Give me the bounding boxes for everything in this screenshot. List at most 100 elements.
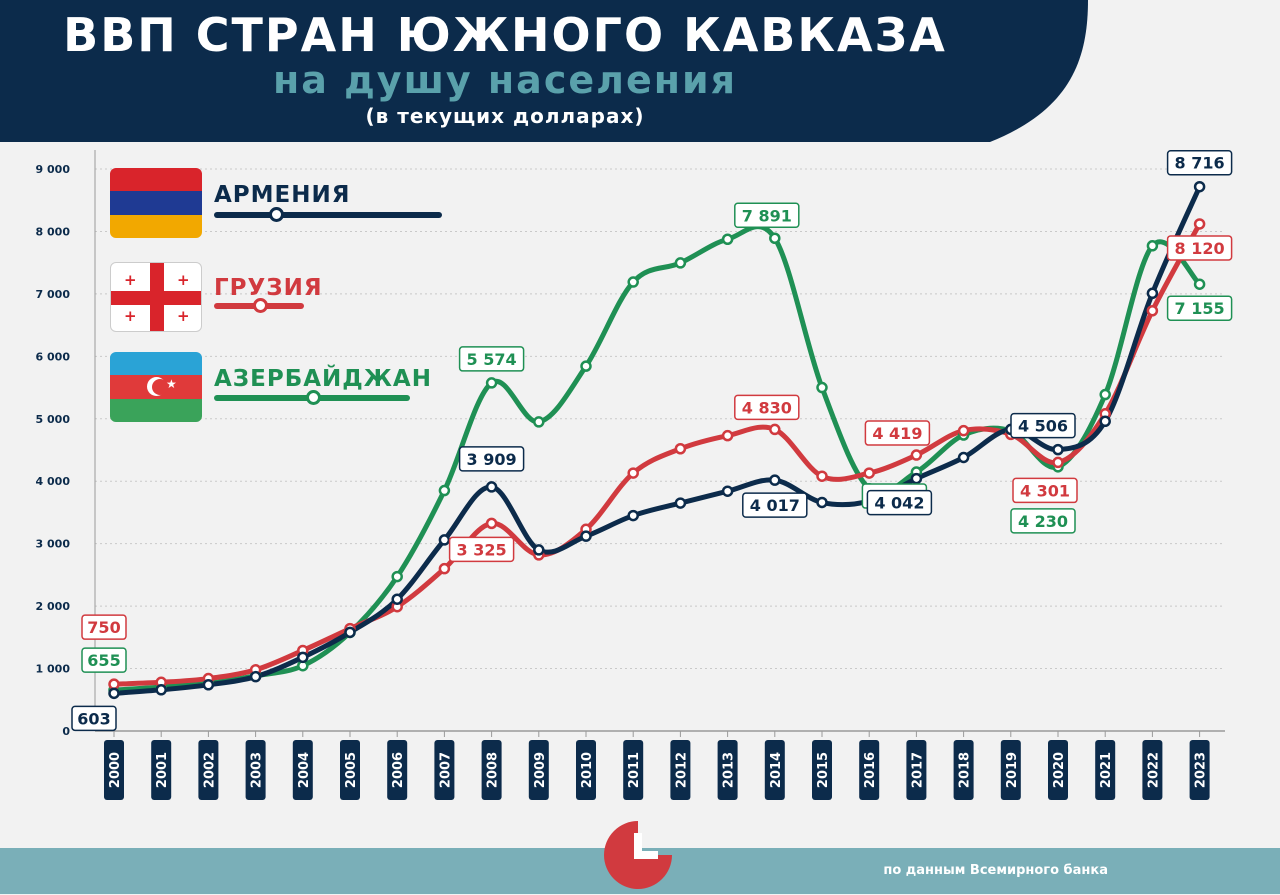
x-tick-box xyxy=(859,740,880,800)
x-tick-label: 2021 xyxy=(1095,740,1116,800)
x-tick-text: 2014 xyxy=(769,752,784,788)
data-label-text: 8 716 xyxy=(1175,154,1225,173)
data-label-text: 4 301 xyxy=(1020,481,1070,500)
x-tick-box xyxy=(576,740,596,800)
data-point-azerbaijan xyxy=(721,233,734,245)
data-point-azerbaijan xyxy=(485,377,498,389)
x-tick-box xyxy=(481,740,502,800)
legend-marker-armenia xyxy=(269,207,284,222)
x-tick-text: 2017 xyxy=(910,752,925,788)
data-label-text: 3 325 xyxy=(457,540,507,559)
y-tick-label: 1 000 xyxy=(36,663,71,676)
data-point-georgia xyxy=(816,470,828,482)
data-label-armenia: 8 716 xyxy=(1166,149,1233,176)
x-tick-text: 2019 xyxy=(1005,752,1020,788)
y-tick-label: 8 000 xyxy=(36,225,71,238)
x-tick-label: 2005 xyxy=(340,740,360,800)
data-label-azerbaijan: 5 574 xyxy=(458,346,525,372)
x-tick-text: 2012 xyxy=(674,752,689,788)
page-subtitle: на душу населения xyxy=(272,58,738,102)
data-label-box xyxy=(742,492,808,518)
data-point-armenia xyxy=(249,670,262,683)
x-tick-label: 2007 xyxy=(434,740,455,800)
x-tick-text: 2015 xyxy=(816,752,831,788)
data-point-armenia xyxy=(721,485,734,497)
data-label-text: 655 xyxy=(87,651,120,670)
data-label-text: 7 891 xyxy=(742,206,792,225)
data-point-armenia xyxy=(438,534,451,546)
data-point-armenia xyxy=(533,544,545,556)
y-tick-label: 9 000 xyxy=(36,163,71,176)
data-label-box xyxy=(448,536,515,563)
x-tick-text: 2023 xyxy=(1194,752,1209,788)
x-tick-text: 2002 xyxy=(202,752,217,788)
x-tick-text: 2006 xyxy=(391,752,406,788)
x-tick-text: 2000 xyxy=(108,752,123,788)
data-label-azerbaijan: 7 891 xyxy=(734,202,800,229)
data-point-azerbaijan xyxy=(1146,240,1159,252)
data-point-armenia xyxy=(108,687,120,700)
data-label-georgia: 750 xyxy=(81,614,127,640)
x-tick-label: 2011 xyxy=(623,740,644,800)
source-note: по данным Всемирного банка xyxy=(883,863,1108,878)
x-tick-label: 2004 xyxy=(292,740,313,800)
y-tick-label: 0 xyxy=(62,725,70,738)
units-note: (в текущих долларах) xyxy=(365,104,645,128)
x-tick-label: 2017 xyxy=(906,740,927,800)
data-label-georgia: 3 325 xyxy=(448,536,515,563)
x-tick-box xyxy=(292,740,313,800)
data-label-text: 4 042 xyxy=(874,494,924,513)
x-tick-label: 2000 xyxy=(104,740,124,800)
legend-label-georgia: ГРУЗИЯ xyxy=(214,275,323,301)
x-tick-text: 2009 xyxy=(533,752,548,788)
x-tick-text: 2013 xyxy=(722,752,737,788)
data-point-azerbaijan xyxy=(769,232,781,245)
x-tick-text: 2004 xyxy=(297,752,312,788)
data-point-armenia xyxy=(391,593,403,605)
data-point-azerbaijan xyxy=(816,381,828,394)
data-label-box xyxy=(71,705,117,732)
x-axis: 2000 2001 2002 2003 2004 2005 2006 2007 2008 2009… xyxy=(95,730,1225,800)
legend-label-armenia: АРМЕНИЯ xyxy=(214,182,351,208)
data-point-georgia xyxy=(627,467,639,479)
data-label-box xyxy=(1166,295,1233,321)
data-point-armenia xyxy=(1193,180,1206,193)
data-point-armenia xyxy=(1052,443,1064,456)
data-point-azerbaijan xyxy=(580,360,592,372)
data-label-georgia: 4 830 xyxy=(734,394,800,421)
y-tick-label: 3 000 xyxy=(36,538,71,551)
data-label-text: 4 506 xyxy=(1018,417,1068,436)
x-tick-label: 2003 xyxy=(245,740,266,800)
data-label-text: 7 155 xyxy=(1175,299,1225,318)
data-labels: 750 655 603 5 574 3 909 3 325 7 891 4 830 4 017 4… xyxy=(71,149,1233,732)
armenia-flag-icon xyxy=(110,168,202,238)
data-label-azerbaijan: 4 230 xyxy=(1010,508,1076,534)
x-tick-box xyxy=(1095,740,1116,800)
brand-logo-icon xyxy=(604,821,672,889)
data-point-azerbaijan xyxy=(438,484,451,497)
data-label-georgia: 4 301 xyxy=(1012,477,1078,504)
data-label-box xyxy=(1166,235,1233,261)
x-tick-label: 2022 xyxy=(1142,740,1163,800)
data-point-armenia xyxy=(580,530,592,542)
data-point-armenia xyxy=(202,679,215,691)
y-tick-label: 7 000 xyxy=(36,288,71,301)
page-title: ВВП СТРАН ЮЖНОГО КАВКАЗА xyxy=(63,8,947,62)
x-tick-label: 2001 xyxy=(151,740,172,800)
x-tick-box xyxy=(1142,740,1163,800)
data-label-azerbaijan: 655 xyxy=(81,647,127,673)
data-label-box xyxy=(458,446,525,472)
data-label-georgia: 4 419 xyxy=(864,420,931,446)
x-tick-box xyxy=(528,740,549,800)
data-point-armenia xyxy=(816,496,828,509)
data-point-georgia xyxy=(769,423,781,436)
data-point-georgia xyxy=(910,449,923,461)
data-label-text: 603 xyxy=(77,709,110,728)
x-tick-box xyxy=(953,740,974,800)
data-label-box xyxy=(1010,508,1076,534)
x-tick-text: 2008 xyxy=(486,752,501,788)
data-label-text: 4 230 xyxy=(1018,512,1068,531)
legend-marker-georgia xyxy=(253,298,268,313)
x-tick-box xyxy=(434,740,455,800)
x-tick-box xyxy=(151,740,172,800)
